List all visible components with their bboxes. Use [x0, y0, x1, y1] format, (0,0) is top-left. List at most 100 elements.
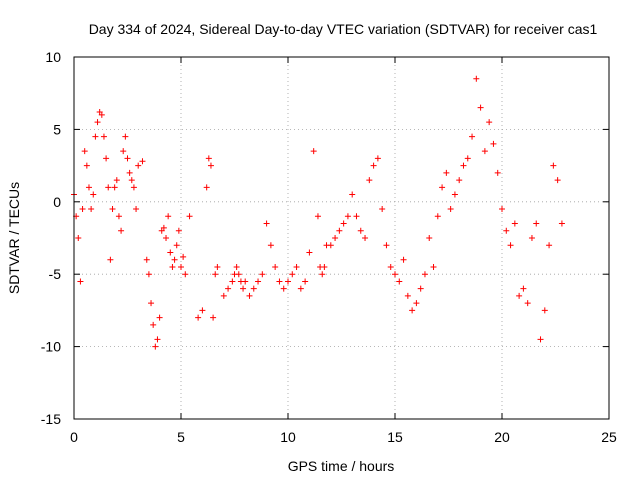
data-point: [120, 148, 127, 155]
data-point: [507, 242, 514, 249]
data-point: [396, 278, 403, 285]
data-point: [118, 227, 125, 234]
data-point: [210, 314, 217, 321]
data-point: [133, 206, 140, 213]
data-point: [392, 271, 398, 278]
data-point: [195, 314, 202, 321]
data-point: [122, 133, 129, 140]
data-point: [171, 256, 178, 263]
data-point: [148, 300, 155, 307]
data-point: [362, 235, 369, 241]
y-axis-label: SDTVAR / TECUs: [6, 182, 22, 294]
data-point: [79, 206, 86, 213]
data-point: [293, 263, 300, 270]
data-point: [207, 162, 214, 169]
data-point: [220, 292, 227, 299]
data-point: [533, 220, 540, 227]
data-point: [250, 285, 257, 292]
data-point: [109, 206, 116, 213]
data-point: [486, 119, 493, 126]
data-point: [130, 184, 137, 191]
data-point: [182, 271, 189, 278]
data-series: [71, 75, 565, 350]
data-point: [107, 256, 114, 263]
data-point: [349, 191, 356, 198]
data-point: [469, 133, 476, 140]
data-point: [259, 271, 266, 278]
x-tick-label: 25: [601, 429, 617, 445]
data-point: [383, 242, 390, 249]
data-point: [417, 285, 424, 292]
data-point: [477, 104, 484, 111]
data-point: [186, 213, 193, 220]
data-point: [173, 242, 180, 249]
data-point: [460, 162, 467, 169]
data-point: [520, 285, 527, 292]
data-point: [280, 285, 287, 292]
data-point: [156, 314, 163, 321]
chart-title: Day 334 of 2024, Sidereal Day-to-day VTE…: [89, 21, 598, 37]
data-point: [344, 213, 351, 220]
x-tick-label: 20: [494, 429, 510, 445]
data-point: [229, 278, 236, 285]
data-point: [255, 278, 262, 285]
data-point: [332, 235, 339, 241]
data-point: [263, 220, 270, 227]
data-point: [128, 177, 135, 184]
data-point: [554, 177, 561, 184]
data-point: [490, 140, 497, 147]
x-tick-label: 15: [387, 429, 403, 445]
y-tick-label: 0: [53, 194, 61, 210]
data-point: [516, 292, 523, 299]
data-point: [285, 278, 291, 285]
data-point: [199, 307, 206, 314]
data-point: [499, 206, 505, 213]
x-tick-label: 10: [280, 429, 296, 445]
data-point: [537, 336, 544, 343]
data-point: [319, 271, 326, 278]
data-point: [404, 292, 411, 299]
data-point: [340, 220, 347, 227]
y-tick-label: 5: [53, 121, 61, 137]
data-point: [235, 271, 242, 278]
data-point: [169, 263, 176, 270]
data-point: [233, 263, 240, 270]
data-point: [88, 206, 95, 213]
data-point: [306, 249, 313, 256]
data-point: [90, 191, 97, 198]
data-point: [111, 184, 118, 191]
data-point: [421, 271, 428, 278]
data-point: [85, 184, 92, 191]
data-point: [139, 158, 146, 165]
data-point: [113, 177, 120, 184]
x-tick-label: 5: [177, 429, 185, 445]
data-point: [135, 162, 142, 169]
data-point: [473, 75, 480, 82]
data-point: [126, 169, 133, 176]
data-point: [558, 220, 565, 227]
data-point: [366, 177, 373, 184]
data-point: [430, 263, 437, 270]
data-point: [310, 148, 317, 155]
data-point: [143, 256, 150, 263]
data-point: [94, 119, 101, 126]
data-point: [541, 307, 548, 314]
plot-frame: [73, 56, 610, 420]
x-tick-labels: 0 5 10 15 20 25: [70, 429, 617, 445]
data-point: [92, 133, 99, 140]
data-point: [546, 242, 553, 249]
x-tick-label: 0: [70, 429, 78, 445]
data-point: [464, 155, 471, 162]
data-point: [163, 235, 170, 241]
data-point: [434, 213, 441, 220]
data-point: [400, 256, 407, 263]
data-point: [165, 213, 172, 220]
data-point: [321, 263, 328, 270]
data-point: [528, 235, 535, 241]
data-point: [240, 285, 247, 292]
data-point: [276, 278, 283, 285]
data-point: [426, 235, 433, 241]
data-point: [379, 206, 386, 213]
data-point: [105, 184, 112, 191]
